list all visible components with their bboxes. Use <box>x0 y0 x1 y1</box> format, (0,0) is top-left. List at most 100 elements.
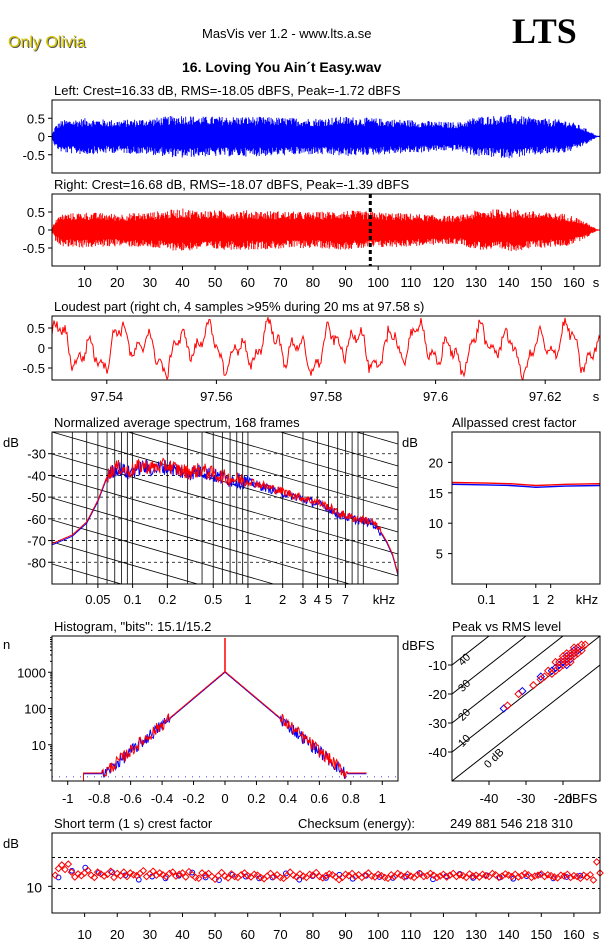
pvr-ylabel: dBFS <box>402 638 435 653</box>
st-point-right <box>57 861 66 869</box>
crest-ytick-label: 15 <box>429 486 443 501</box>
pvr-diagonal <box>452 664 600 781</box>
st-point-right <box>325 870 334 878</box>
spectrum-slope-line <box>52 519 275 584</box>
st-point-right <box>175 870 184 879</box>
st-point-right <box>97 870 105 878</box>
st-point-right <box>547 871 555 880</box>
loudest-xtick-label: 97.6 <box>423 389 448 404</box>
st-point-right <box>358 873 366 882</box>
st-point-right <box>527 873 536 882</box>
st-xtick-label: 90 <box>338 927 352 942</box>
st-point-right <box>110 873 118 882</box>
st-point-right <box>429 871 438 880</box>
st-point-right <box>256 873 265 882</box>
pvr-xtick-label: -30 <box>517 791 536 806</box>
st-point-right <box>341 870 350 879</box>
st-point-right <box>583 873 591 881</box>
pvr-xtick-label: -20 <box>554 791 573 806</box>
spectrum-xtick-label: 4 <box>314 592 321 607</box>
hist-ylabel: n <box>3 637 10 652</box>
spectrum-xtick-label: 5 <box>325 592 332 607</box>
st-point-right <box>521 869 529 878</box>
st-point-right <box>243 871 252 880</box>
st-point-right <box>566 873 575 882</box>
st-point-right <box>84 866 92 875</box>
st-point-right <box>90 873 99 882</box>
pvr-diagonal-label: 0 dB <box>482 746 506 770</box>
st-point-right <box>345 871 353 880</box>
spectrum-right-curve <box>52 457 398 575</box>
st-point-right <box>119 868 128 876</box>
st-point-right <box>132 871 141 880</box>
lts-logo: LTS <box>512 11 577 51</box>
loudest-xtick-label: 97.56 <box>200 389 233 404</box>
pvr-point-right <box>569 652 579 661</box>
loudest-xtick-label: 97.54 <box>91 389 124 404</box>
time-unit: s <box>593 275 600 290</box>
st-point-right <box>592 858 601 866</box>
spectrum-slope-line <box>278 432 398 467</box>
right-wave-ytick-label: 0 <box>38 223 45 238</box>
st-point-right <box>498 872 506 880</box>
st-point-right <box>178 869 187 877</box>
st-point-right <box>403 870 412 879</box>
st-point-right <box>442 873 451 881</box>
spectrum-grid <box>52 432 398 584</box>
st-point-right <box>374 870 383 879</box>
hist-xtick-label: -0.2 <box>182 791 204 806</box>
loudest-title: Loudest part (right ch, 4 samples >95% d… <box>54 299 424 314</box>
right-wave-ytick-label: 0.5 <box>27 205 45 220</box>
st-point-right <box>315 872 324 881</box>
st-point-right <box>250 870 259 879</box>
pvr-point-right <box>529 681 538 690</box>
st-xtick-label: 10 <box>77 927 91 942</box>
loudest-unit: s <box>593 389 600 404</box>
pvr-point-right <box>543 666 553 676</box>
time-xtick-label: 60 <box>240 275 254 290</box>
st-point-right <box>296 870 304 878</box>
right-wave-title: Right: Crest=16.68 dB, RMS=-18.07 dBFS, … <box>54 177 409 192</box>
time-xtick-label: 160 <box>563 275 585 290</box>
crest-curve-left <box>451 483 601 489</box>
st-point-right <box>420 872 428 881</box>
st-point-right <box>406 872 415 880</box>
st-xtick-label: 60 <box>240 927 254 942</box>
spectrum-frame <box>51 431 399 585</box>
spectrum-ytick-label: -80 <box>27 555 46 570</box>
pvr-diagonal-label: 40 <box>456 651 473 668</box>
spectrum-ytick-label: -70 <box>27 534 46 549</box>
st-point-right <box>230 872 239 881</box>
left-wave-ytick-label: 0.5 <box>27 111 45 126</box>
pvr-point-right <box>577 646 586 655</box>
st-point-right <box>488 869 497 878</box>
loudest-xtick-label: 97.62 <box>529 389 562 404</box>
spectrum-slope-line <box>202 432 398 489</box>
pvr-ytick-label: -20 <box>428 687 447 702</box>
st-point-right <box>459 871 467 880</box>
st-point-right <box>465 870 474 878</box>
time-xtick-label: 10 <box>77 275 91 290</box>
spectrum-xtick-label: 0.2 <box>158 592 176 607</box>
st-point-right <box>61 865 69 874</box>
right-wave-signal <box>51 208 600 252</box>
spectrum-slope-line <box>52 453 398 555</box>
st-point-right <box>423 871 431 880</box>
st-point-right <box>155 869 164 877</box>
st-point-right <box>129 870 138 879</box>
st-point-right <box>543 870 552 879</box>
pvr-ytick-label: -30 <box>428 716 447 731</box>
crest-ytick-label: 10 <box>429 516 443 531</box>
spectrum-slope-line <box>52 497 352 584</box>
hist-ytick-label: 100 <box>24 702 46 717</box>
st-point-right <box>472 871 480 880</box>
time-xtick-label: 110 <box>400 275 421 290</box>
crest-curve-right <box>451 481 601 487</box>
st-point-right <box>514 873 523 881</box>
st-point-right <box>530 872 539 880</box>
st-point-right <box>93 868 102 876</box>
st-point-right <box>289 871 298 880</box>
pvr-title: Peak vs RMS level <box>452 619 561 634</box>
st-xtick-label: 80 <box>306 927 320 942</box>
hist-xtick-label: -0.8 <box>88 791 110 806</box>
